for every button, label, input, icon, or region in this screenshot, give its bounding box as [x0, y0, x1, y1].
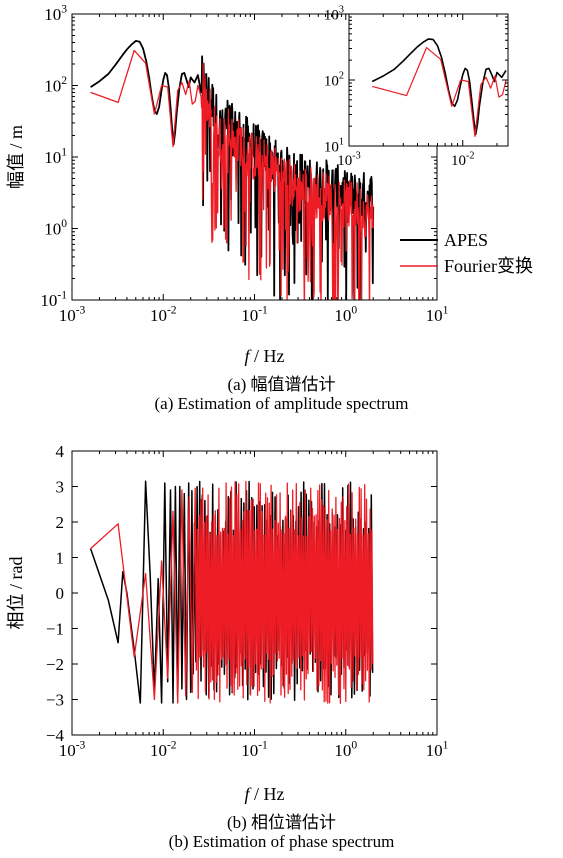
b-y-tick-label: 1 — [56, 548, 65, 567]
inset-y-tick-label: 103 — [324, 5, 344, 24]
b-x-tick-label: 10-1 — [241, 738, 268, 760]
b-y-tick-label: 0 — [56, 584, 65, 603]
a-x-tick-label: 10-2 — [150, 303, 177, 325]
caption-a-chinese: (a) 幅值谱估计 — [227, 375, 336, 394]
inset-y-tick-label: 102 — [324, 71, 344, 90]
a-x-tick-label: 100 — [334, 303, 357, 325]
b-y-tick-label: −1 — [46, 619, 64, 638]
phase-chart: 10-3 10-2 10-1 100 101 −4 −3 −2 −1 0 1 2 3 4 f / Hz 相位 … — [6, 442, 449, 804]
inset-x-tick-label: 10-2 — [451, 150, 475, 169]
a-x-tick-label: 10-3 — [59, 303, 86, 325]
a-y-tick-label: 10-1 — [40, 288, 67, 310]
b-x-axis-label: f / Hz — [244, 784, 284, 804]
a-y-tick-label: 103 — [44, 2, 67, 24]
b-x-tick-label: 10-3 — [59, 738, 86, 760]
a-x-tick-label: 10-1 — [241, 303, 268, 325]
caption-b-english: (b) Estimation of phase spectrum — [168, 832, 395, 851]
a-x-tick-label: 101 — [426, 303, 449, 325]
legend-label-fourier: Fourier变换 — [444, 256, 533, 276]
a-y-tick-label: 102 — [44, 74, 67, 96]
inset-x-tick-label: 10-3 — [337, 150, 361, 169]
b-y-tick-label: 2 — [56, 513, 65, 532]
b-y-tick-label: −3 — [46, 690, 64, 709]
caption-b-chinese: (b) 相位谱估计 — [226, 813, 337, 832]
series-line-fourier — [90, 49, 374, 300]
b-y-tick-label: 3 — [56, 477, 65, 496]
inset-series-line-fourier — [372, 46, 507, 137]
b-x-tick-label: 101 — [426, 738, 449, 760]
inset-y-tick-label: 101 — [324, 137, 344, 156]
b-x-tick-label: 10-2 — [150, 738, 177, 760]
a-y-axis-label: 幅值 / m — [6, 125, 26, 189]
b-x-tick-label: 100 — [334, 738, 357, 760]
b-y-tick-label: −2 — [46, 655, 64, 674]
legend-label-apes: APES — [444, 230, 488, 250]
a-y-tick-label: 100 — [44, 217, 67, 239]
a-x-axis-label: f / Hz — [244, 346, 284, 366]
b-y-axis-label: 相位 / rad — [6, 557, 26, 630]
a-y-tick-label: 101 — [44, 145, 67, 167]
caption-a-english: (a) Estimation of amplitude spectrum — [154, 394, 409, 413]
phase-series-line-fourier — [90, 480, 374, 704]
b-y-tick-label: 4 — [56, 442, 65, 461]
b-y-tick-label: −4 — [46, 726, 65, 745]
